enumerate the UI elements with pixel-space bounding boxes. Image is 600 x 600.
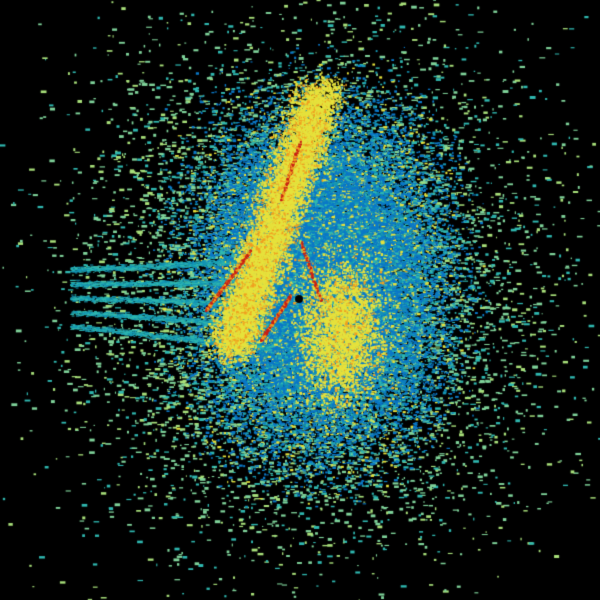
radar-scan-image [0, 0, 600, 600]
